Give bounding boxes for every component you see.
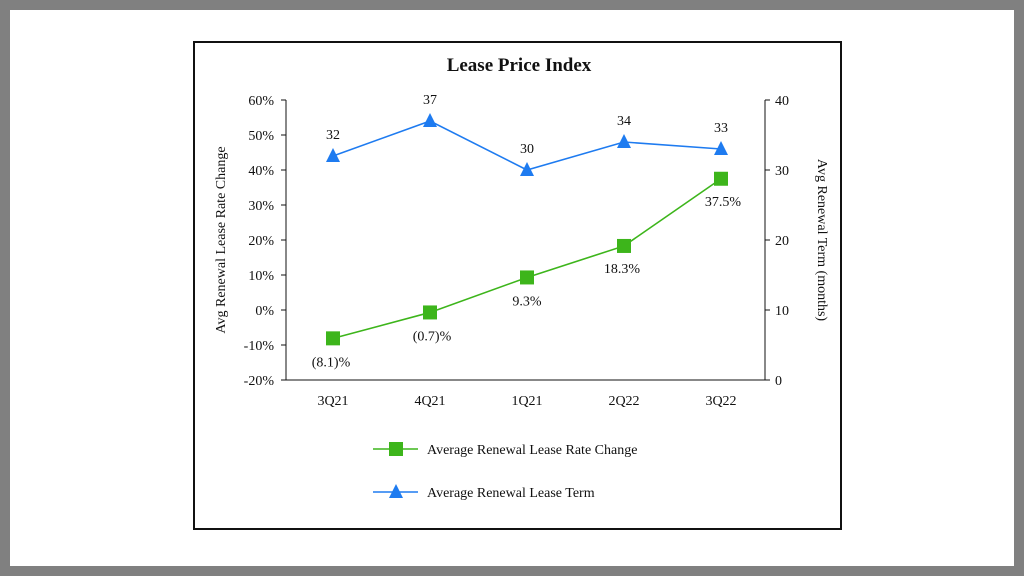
lease-term-data-label: 34 <box>617 114 631 129</box>
slide-background: Lease Price Index Avg Renewal Lease Rate… <box>10 10 1014 566</box>
left-tick-label: 40% <box>248 164 274 179</box>
right-tick-label: 30 <box>775 164 789 179</box>
rate-change-data-label: 9.3% <box>512 294 542 309</box>
lease-term-marker <box>326 148 340 162</box>
rate-change-marker <box>423 305 437 320</box>
left-tick-label: 50% <box>248 129 274 144</box>
left-tick-label: 60% <box>248 94 274 109</box>
rate-change-marker <box>617 238 631 253</box>
right-axis-label: Avg Renewal Term (months) <box>814 159 829 322</box>
lease-term-marker <box>520 162 534 176</box>
left-tick-label: 20% <box>248 234 274 249</box>
series-line-1 <box>332 178 722 340</box>
lease-term-marker <box>423 113 437 127</box>
rate-change-marker <box>326 331 340 346</box>
x-tick-label: 1Q21 <box>511 394 542 409</box>
right-tick-label: 0 <box>775 374 782 389</box>
rate-change-data-label: 18.3% <box>604 262 641 277</box>
x-tick-label: 2Q22 <box>608 394 639 409</box>
rate-change-marker <box>714 171 728 186</box>
left-axis-label: Avg Renewal Lease Rate Change <box>214 146 229 333</box>
left-tick-label: 30% <box>248 199 274 214</box>
x-tick-label: 4Q21 <box>414 394 445 409</box>
lease-term-data-label: 32 <box>326 128 340 143</box>
x-tick-label: 3Q21 <box>317 394 348 409</box>
chart-frame: Lease Price Index Avg Renewal Lease Rate… <box>193 41 842 530</box>
right-tick-label: 20 <box>775 234 789 249</box>
legend-label-2: Average Renewal Lease Term <box>427 486 595 501</box>
rate-change-data-label: (0.7)% <box>413 329 452 344</box>
legend-label-1: Average Renewal Lease Rate Change <box>427 443 637 458</box>
lease-term-data-label: 33 <box>714 121 728 136</box>
left-tick-label: 10% <box>248 269 274 284</box>
lease-term-marker <box>617 134 631 148</box>
left-tick-label: -10% <box>244 339 275 354</box>
rate-change-data-label: 37.5% <box>705 195 742 210</box>
legend-square-marker <box>389 442 403 456</box>
right-tick-label: 40 <box>775 94 789 109</box>
rate-change-marker <box>520 270 534 285</box>
lease-price-index-chart: Lease Price Index Avg Renewal Lease Rate… <box>214 55 829 501</box>
legend-triangle-marker <box>389 484 403 498</box>
rate-change-data-label: (8.1)% <box>312 355 351 370</box>
left-tick-label: -20% <box>244 374 275 389</box>
lease-term-data-label: 37 <box>423 93 437 108</box>
x-tick-label: 3Q22 <box>705 394 736 409</box>
lease-term-marker <box>714 141 728 155</box>
chart-title: Lease Price Index <box>447 55 592 76</box>
lease-term-data-label: 30 <box>520 142 534 157</box>
left-tick-label: 0% <box>255 304 274 319</box>
right-tick-label: 10 <box>775 304 789 319</box>
